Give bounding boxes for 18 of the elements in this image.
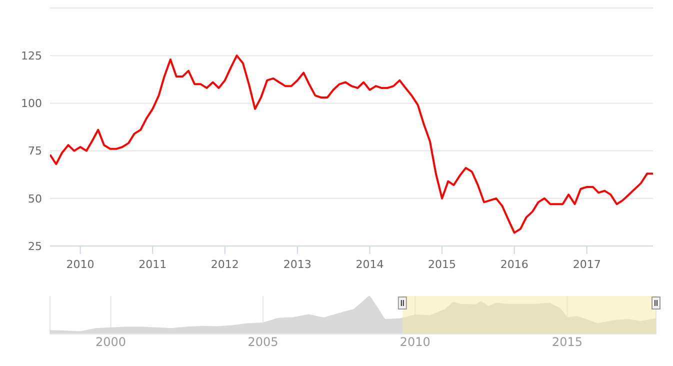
x-tick-label: 2011 (138, 258, 167, 271)
y-tick-label: 50 (28, 192, 42, 206)
y-tick-label: 100 (21, 97, 42, 110)
x-tick-label: 2016 (500, 258, 528, 271)
x-tick-label: 2010 (66, 258, 94, 271)
x-tick-label: 2015 (428, 258, 456, 271)
x-tick-label: 2012 (210, 258, 239, 271)
x-tick-label: 2013 (283, 258, 312, 271)
x-tick-label: 2017 (572, 258, 601, 271)
y-tick-label: 25 (28, 240, 42, 253)
y-tick-label: 75 (28, 144, 42, 158)
x-tick-label: 2000 (96, 335, 126, 349)
x-tick-label: 2005 (248, 335, 278, 349)
y-tick-label: 125 (21, 50, 42, 63)
line-series (50, 54, 653, 234)
x-tick-label: 2014 (356, 258, 384, 271)
x-tick-label: 2015 (552, 335, 583, 349)
x-tick-label: 2010 (400, 335, 430, 349)
